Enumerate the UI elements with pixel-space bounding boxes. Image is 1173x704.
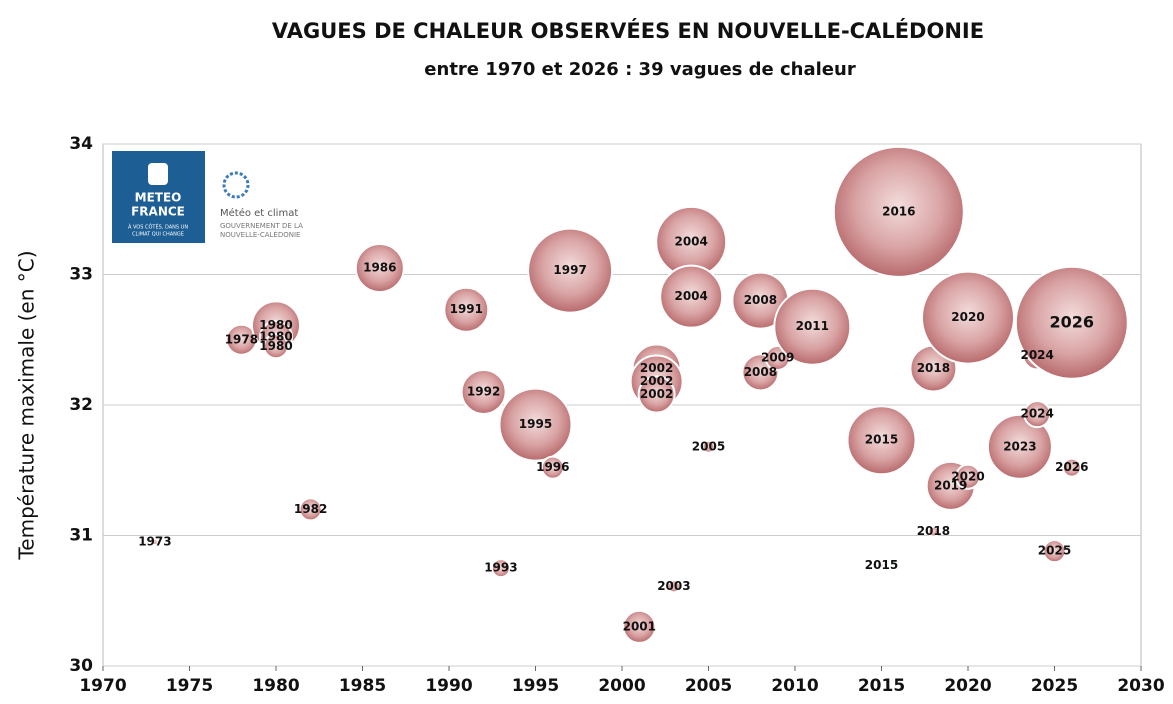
y-tick-label: 32 (69, 395, 93, 415)
bubble-label: 2002 (640, 387, 673, 401)
bubble-label: 2020 (951, 469, 984, 483)
bubble-label: 1980 (259, 330, 292, 344)
bubble (1023, 400, 1052, 429)
bubble (498, 387, 573, 462)
bubble (540, 455, 565, 480)
bubble-label: 2002 (640, 361, 673, 375)
x-tick-label: 2030 (1117, 676, 1164, 696)
bubble (986, 413, 1053, 480)
bubble-label: 2008 (744, 365, 777, 379)
bubble-label: 2015 (865, 558, 898, 572)
bubble (490, 558, 511, 579)
bubble-label: 2020 (951, 310, 984, 324)
x-tick-label: 1990 (425, 676, 472, 696)
bubble-label: 1986 (363, 260, 396, 274)
bubble-label: 1973 (138, 535, 171, 549)
bubble-label: 2016 (882, 204, 915, 218)
bubble (622, 609, 657, 644)
x-tick-label: 1975 (166, 676, 213, 696)
bubble-label: 2008 (744, 293, 777, 307)
bubble-label: 2018 (917, 524, 950, 538)
x-tick-label: 2005 (685, 676, 732, 696)
bubble (1042, 539, 1067, 564)
bubble-label: 2003 (657, 579, 690, 593)
y-axis-label: Température maximale (en °C) (15, 250, 39, 560)
logo-gouvernement: Météo et climat GOUVERNEMENT DE LA NOUVE… (220, 171, 303, 239)
bubble-label: 2026 (1050, 312, 1095, 331)
logo-text: METEO (135, 191, 182, 205)
bubble (832, 145, 965, 278)
logo-text: GOUVERNEMENT DE LA (220, 222, 303, 230)
bubble (955, 463, 981, 490)
bubble-label: 2025 (1038, 544, 1071, 558)
bubble (460, 368, 507, 415)
bubble-label: 2004 (674, 289, 707, 303)
bubble-label: 1978 (225, 332, 258, 346)
bubble (354, 242, 405, 293)
bubble-label: 2009 (761, 351, 794, 365)
bubble-label: 1991 (450, 302, 483, 316)
bubble-label: 1980 (259, 339, 292, 353)
x-tick-label: 2015 (858, 676, 905, 696)
logo-text: Météo et climat (220, 207, 298, 219)
bubble (846, 405, 917, 476)
y-tick-label: 30 (69, 656, 93, 676)
x-tick-label: 2020 (944, 676, 991, 696)
bubble-label: 1982 (294, 502, 327, 516)
x-tick-label: 1980 (252, 676, 299, 696)
x-tick-label: 2000 (598, 676, 645, 696)
bubble-label: 2001 (623, 619, 656, 633)
bubble-label: 1997 (553, 263, 586, 277)
bubble-label: 2019 (934, 478, 967, 492)
bubble (921, 270, 1015, 365)
logo-meteo-france: METEO FRANCE À VOS CÔTÉS, DANS UN CLIMAT… (112, 151, 205, 243)
bubble (637, 375, 676, 414)
bubble-label: 2004 (674, 234, 707, 248)
bubble (263, 333, 289, 360)
bubble-label: 2026 (1055, 460, 1088, 474)
bubble (773, 287, 852, 366)
logo-text: CLIMAT QUI CHANGE (132, 232, 184, 238)
bubble (527, 227, 614, 314)
y-tick-label: 31 (69, 526, 93, 546)
x-tick-label: 2025 (1031, 676, 1078, 696)
bubble-label: 1980 (259, 318, 292, 332)
logo-text: FRANCE (131, 205, 185, 219)
bubble (878, 562, 885, 569)
y-tick-label: 34 (69, 134, 93, 154)
bubble (298, 497, 323, 522)
x-tick-label: 2010 (771, 676, 818, 696)
chart-subtitle: entre 1970 et 2026 : 39 vagues de chaleu… (424, 59, 856, 80)
logo-text: À VOS CÔTÉS, DANS UN (128, 223, 188, 231)
bubble-label: 2018 (917, 361, 950, 375)
x-tick-label: 1995 (512, 676, 559, 696)
bubble (150, 538, 159, 547)
bubble-label: 2024 (1020, 407, 1053, 421)
logo-icon (222, 171, 250, 199)
bubble-label: 2005 (692, 439, 725, 453)
bubble (1061, 457, 1082, 478)
bubble-label: 1992 (467, 384, 500, 398)
bubble-label: 1995 (519, 417, 552, 431)
bubble-label: 2015 (865, 433, 898, 447)
bubble (701, 439, 716, 454)
x-tick-label: 1985 (339, 676, 386, 696)
x-tick-label: 1970 (79, 676, 126, 696)
bubble-label: 2024 (1020, 348, 1053, 362)
chart-title: VAGUES DE CHALEUR OBSERVÉES EN NOUVELLE-… (272, 18, 984, 43)
bubble (443, 286, 490, 333)
bubble-label: 2011 (796, 319, 829, 333)
bubble (927, 525, 940, 538)
bubble-label: 2023 (1003, 439, 1036, 453)
logo-text: NOUVELLE-CALÉDONIE (220, 230, 300, 239)
bubble-label: 2002 (640, 374, 673, 388)
bubble (666, 579, 681, 594)
bubble (1014, 265, 1129, 380)
bubble-label: 1993 (484, 561, 517, 575)
bubble-label: 1996 (536, 460, 569, 474)
y-tick-label: 33 (69, 265, 93, 285)
bubble (659, 264, 724, 329)
logo-icon (148, 163, 168, 185)
